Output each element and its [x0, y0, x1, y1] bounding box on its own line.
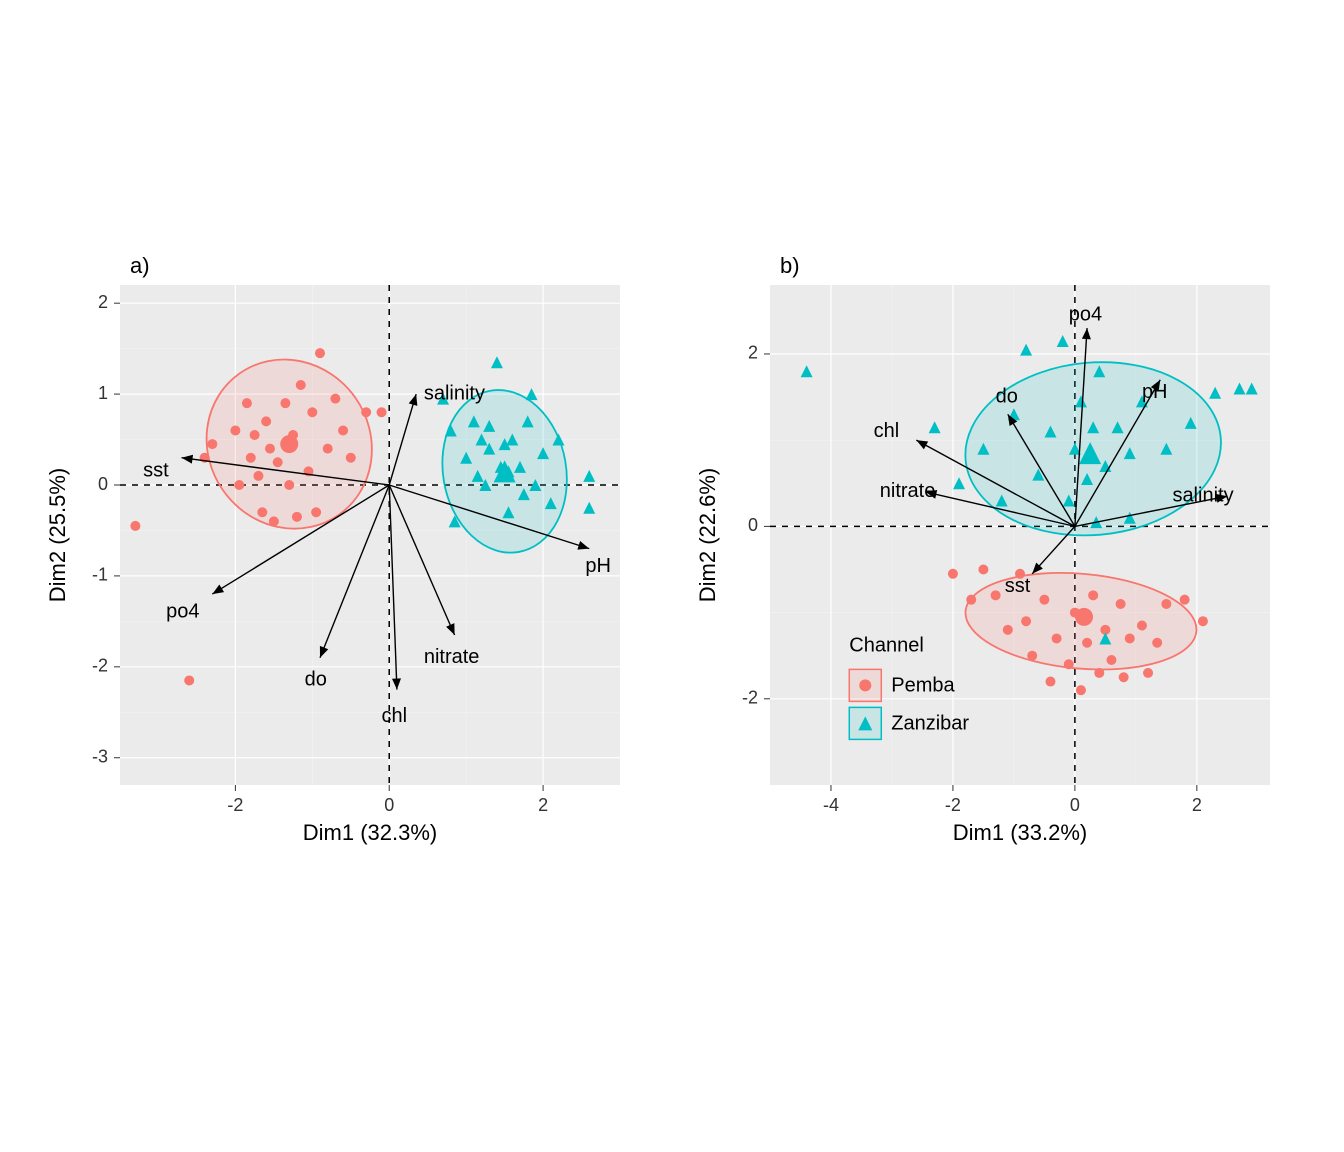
svg-text:do: do — [305, 669, 327, 691]
svg-text:-3: -3 — [92, 746, 108, 766]
svg-text:sst: sst — [143, 460, 169, 482]
svg-text:sst: sst — [1005, 575, 1031, 597]
svg-text:chl: chl — [874, 420, 900, 442]
svg-text:-4: -4 — [823, 795, 839, 815]
svg-text:pH: pH — [585, 555, 611, 577]
panel-a: sst po4 do chl nitrate salinity pH -2 0 2 -3 -2 -1 0 1… — [45, 253, 620, 845]
svg-text:do: do — [996, 385, 1018, 407]
svg-text:0: 0 — [1070, 795, 1080, 815]
svg-text:1: 1 — [98, 383, 108, 403]
svg-text:2: 2 — [748, 343, 758, 363]
svg-text:2: 2 — [98, 292, 108, 312]
svg-text:Pemba: Pemba — [891, 674, 955, 696]
svg-text:salinity: salinity — [424, 382, 485, 404]
svg-text:2: 2 — [538, 795, 548, 815]
svg-text:salinity: salinity — [1172, 484, 1233, 506]
svg-text:-1: -1 — [92, 565, 108, 585]
svg-text:0: 0 — [748, 515, 758, 535]
svg-text:Channel: Channel — [849, 634, 924, 656]
svg-text:-2: -2 — [227, 795, 243, 815]
svg-text:a): a) — [130, 253, 150, 278]
svg-text:po4: po4 — [1069, 303, 1102, 325]
svg-text:Zanzibar: Zanzibar — [891, 712, 969, 734]
svg-text:po4: po4 — [166, 601, 199, 623]
svg-text:Dim2 (22.6%): Dim2 (22.6%) — [695, 468, 720, 602]
svg-text:Dim2 (25.5%): Dim2 (25.5%) — [45, 468, 70, 602]
svg-text:chl: chl — [382, 705, 408, 727]
pca-biplot-figure: sst po4 do chl nitrate salinity pH -2 0 2 -3 -2 -1 0 1… — [0, 0, 1344, 1152]
svg-text:nitrate: nitrate — [880, 480, 936, 502]
svg-text:-2: -2 — [742, 688, 758, 708]
svg-text:-2: -2 — [945, 795, 961, 815]
svg-text:2: 2 — [1192, 795, 1202, 815]
panel-b: chl nitrate do po4 pH salinity sst -4 -2 0 2 -2 0 2 Di… — [695, 253, 1270, 845]
svg-text:Dim1 (33.2%): Dim1 (33.2%) — [953, 820, 1087, 845]
svg-text:0: 0 — [98, 474, 108, 494]
svg-text:b): b) — [780, 253, 800, 278]
svg-text:pH: pH — [1142, 381, 1168, 403]
svg-text:nitrate: nitrate — [424, 646, 480, 668]
svg-text:0: 0 — [384, 795, 394, 815]
svg-text:Dim1 (32.3%): Dim1 (32.3%) — [303, 820, 437, 845]
svg-text:-2: -2 — [92, 656, 108, 676]
